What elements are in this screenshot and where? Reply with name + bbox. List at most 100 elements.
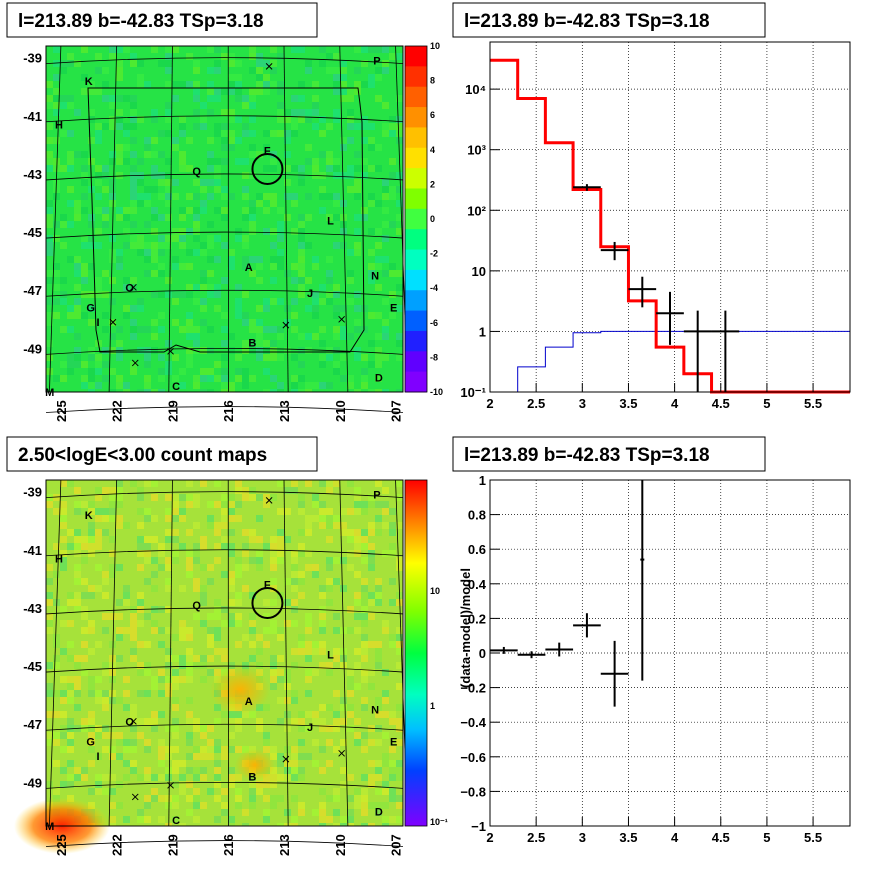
map-noise-cell <box>242 340 249 347</box>
map-noise-cell <box>340 74 347 81</box>
map-noise-cell <box>312 298 319 305</box>
map-noise-cell <box>270 774 277 781</box>
map-noise-cell <box>382 319 389 326</box>
map-noise-cell <box>312 669 319 676</box>
map-noise-cell <box>109 571 116 578</box>
map-noise-cell <box>158 753 165 760</box>
map-noise-cell <box>130 305 137 312</box>
map-noise-cell <box>88 242 95 249</box>
map-noise-cell <box>144 515 151 522</box>
map-noise-cell <box>228 515 235 522</box>
map-noise-cell <box>102 788 109 795</box>
source-label-m: M <box>45 387 54 399</box>
map-noise-cell <box>221 515 228 522</box>
map-noise-cell <box>368 46 375 53</box>
map-noise-cell <box>193 774 200 781</box>
map-noise-cell <box>214 816 221 823</box>
map-noise-cell <box>144 550 151 557</box>
y-tick-label: 10² <box>467 203 486 218</box>
map-noise-cell <box>228 578 235 585</box>
map-noise-cell <box>95 123 102 130</box>
map-noise-cell <box>361 60 368 67</box>
map-noise-cell <box>312 564 319 571</box>
map-noise-cell <box>74 676 81 683</box>
map-noise-cell <box>340 662 347 669</box>
candidate-position-circle <box>251 152 284 185</box>
map-noise-cell <box>270 256 277 263</box>
map-noise-cell <box>368 739 375 746</box>
map-noise-cell <box>221 543 228 550</box>
map-noise-cell <box>137 592 144 599</box>
map-noise-cell <box>396 662 403 669</box>
map-noise-cell <box>249 795 256 802</box>
map-noise-cell <box>158 711 165 718</box>
map-noise-cell <box>319 193 326 200</box>
map-noise-cell <box>333 746 340 753</box>
map-noise-cell <box>291 200 298 207</box>
map-noise-cell <box>137 599 144 606</box>
map-noise-cell <box>347 683 354 690</box>
map-noise-cell <box>88 368 95 375</box>
map-noise-cell <box>130 123 137 130</box>
map-noise-cell <box>130 53 137 60</box>
map-noise-cell <box>368 200 375 207</box>
map-noise-cell <box>193 298 200 305</box>
map-noise-cell <box>130 102 137 109</box>
map-noise-cell <box>123 816 130 823</box>
map-noise-cell <box>235 515 242 522</box>
map-noise-cell <box>284 599 291 606</box>
map-noise-cell <box>165 340 172 347</box>
map-noise-cell <box>193 613 200 620</box>
map-noise-cell <box>298 179 305 186</box>
map-noise-cell <box>186 564 193 571</box>
map-noise-cell <box>242 564 249 571</box>
map-noise-cell <box>207 151 214 158</box>
map-noise-cell <box>144 746 151 753</box>
map-noise-cell <box>389 312 396 319</box>
map-noise-cell <box>347 795 354 802</box>
map-noise-cell <box>186 662 193 669</box>
map-noise-cell <box>144 270 151 277</box>
map-noise-cell <box>361 137 368 144</box>
map-noise-cell <box>137 158 144 165</box>
map-noise-cell <box>95 690 102 697</box>
map-noise-cell <box>326 662 333 669</box>
map-noise-cell <box>200 298 207 305</box>
map-noise-cell <box>221 536 228 543</box>
source-label-j: J <box>307 288 313 300</box>
y-tick-label: 10³ <box>467 143 486 158</box>
map-noise-cell <box>193 221 200 228</box>
map-noise-cell <box>165 242 172 249</box>
map-noise-cell <box>347 774 354 781</box>
map-noise-cell <box>172 354 179 361</box>
map-noise-cell <box>74 361 81 368</box>
map-noise-cell <box>193 207 200 214</box>
map-noise-cell <box>298 277 305 284</box>
map-noise-cell <box>368 669 375 676</box>
map-noise-cell <box>60 361 67 368</box>
map-noise-cell <box>123 676 130 683</box>
map-noise-cell <box>46 165 53 172</box>
map-noise-cell <box>235 88 242 95</box>
map-noise-cell <box>340 305 347 312</box>
map-noise-cell <box>333 333 340 340</box>
map-noise-cell <box>165 683 172 690</box>
map-noise-cell <box>382 207 389 214</box>
map-noise-cell <box>186 249 193 256</box>
map-noise-cell <box>270 347 277 354</box>
meridian-line <box>49 45 62 393</box>
map-noise-cell <box>221 746 228 753</box>
map-noise-cell <box>228 74 235 81</box>
map-noise-cell <box>60 697 67 704</box>
map-noise-cell <box>165 515 172 522</box>
map-noise-cell <box>340 326 347 333</box>
map-noise-cell <box>340 88 347 95</box>
map-noise-cell <box>109 186 116 193</box>
map-noise-cell <box>200 585 207 592</box>
map-noise-cell <box>102 571 109 578</box>
map-noise-cell <box>312 256 319 263</box>
map-noise-cell <box>235 116 242 123</box>
map-noise-cell <box>102 270 109 277</box>
map-noise-cell <box>179 130 186 137</box>
map-noise-cell <box>123 95 130 102</box>
